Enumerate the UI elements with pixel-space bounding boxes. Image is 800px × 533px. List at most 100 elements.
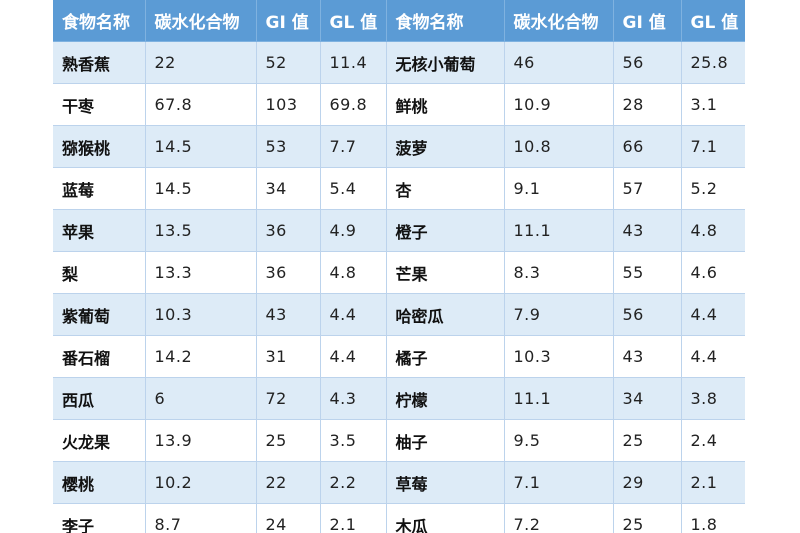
cell-food-name-2: 鲜桃 — [386, 83, 505, 126]
cell-gl-value: 7.7 — [320, 125, 387, 168]
cell-gl-value-2: 7.1 — [681, 125, 745, 168]
cell-food-name-2: 哈密瓜 — [386, 293, 505, 336]
cell-food-name: 苹果 — [53, 209, 146, 252]
cell-gi-value: 34 — [256, 167, 321, 210]
header-food-name: 食物名称 — [53, 0, 146, 42]
cell-gl-value-2: 5.2 — [681, 167, 745, 210]
cell-food-name-2: 草莓 — [386, 461, 505, 504]
header-carbohydrate: 碳水化合物 — [145, 0, 257, 42]
cell-gl-value: 5.4 — [320, 167, 387, 210]
table-row: 熟香蕉 22 52 11.4 无核小葡萄 46 56 25.8 — [53, 41, 745, 84]
header-gi-value-2: GI 值 — [613, 0, 682, 42]
header-food-name-2: 食物名称 — [386, 0, 505, 42]
cell-food-name-2: 柠檬 — [386, 377, 505, 420]
table-row: 猕猴桃 14.5 53 7.7 菠萝 10.8 66 7.1 — [53, 125, 745, 168]
cell-carbohydrate: 10.2 — [145, 461, 257, 504]
cell-gi-value-2: 66 — [613, 125, 682, 168]
cell-food-name-2: 木瓜 — [386, 503, 505, 533]
cell-gi-value: 53 — [256, 125, 321, 168]
header-gi-value: GI 值 — [256, 0, 321, 42]
cell-gl-value: 11.4 — [320, 41, 387, 84]
cell-gl-value-2: 25.8 — [681, 41, 745, 84]
cell-carbohydrate-2: 10.8 — [504, 125, 614, 168]
cell-gi-value: 103 — [256, 83, 321, 126]
cell-food-name: 西瓜 — [53, 377, 146, 420]
cell-carbohydrate-2: 8.3 — [504, 251, 614, 294]
cell-food-name: 紫葡萄 — [53, 293, 146, 336]
cell-gi-value-2: 25 — [613, 419, 682, 462]
cell-food-name: 李子 — [53, 503, 146, 533]
table-body: 熟香蕉 22 52 11.4 无核小葡萄 46 56 25.8 干枣 67.8 103 69.8 鲜桃 1… — [53, 41, 745, 533]
cell-carbohydrate-2: 46 — [504, 41, 614, 84]
cell-food-name-2: 菠萝 — [386, 125, 505, 168]
cell-food-name-2: 芒果 — [386, 251, 505, 294]
cell-carbohydrate-2: 11.1 — [504, 377, 614, 420]
table-row: 西瓜 6 72 4.3 柠檬 11.1 34 3.8 — [53, 377, 745, 420]
table-row: 苹果 13.5 36 4.9 橙子 11.1 43 4.8 — [53, 209, 745, 252]
cell-food-name: 番石榴 — [53, 335, 146, 378]
cell-carbohydrate: 22 — [145, 41, 257, 84]
cell-gi-value-2: 56 — [613, 293, 682, 336]
table-row: 李子 8.7 24 2.1 木瓜 7.2 25 1.8 — [53, 503, 745, 533]
cell-carbohydrate: 13.9 — [145, 419, 257, 462]
cell-food-name-2: 杏 — [386, 167, 505, 210]
cell-gi-value: 52 — [256, 41, 321, 84]
cell-gl-value: 3.5 — [320, 419, 387, 462]
cell-carbohydrate-2: 11.1 — [504, 209, 614, 252]
fruit-gi-table: 食物名称 碳水化合物 GI 值 GL 值 食物名称 碳水化合物 GI 值 GL … — [53, 0, 745, 533]
cell-carbohydrate: 10.3 — [145, 293, 257, 336]
cell-gl-value: 4.8 — [320, 251, 387, 294]
cell-carbohydrate-2: 9.1 — [504, 167, 614, 210]
cell-carbohydrate: 8.7 — [145, 503, 257, 533]
cell-gi-value: 24 — [256, 503, 321, 533]
cell-gl-value-2: 1.8 — [681, 503, 745, 533]
cell-food-name: 干枣 — [53, 83, 146, 126]
cell-gl-value: 4.9 — [320, 209, 387, 252]
cell-gl-value: 2.1 — [320, 503, 387, 533]
cell-gi-value-2: 28 — [613, 83, 682, 126]
cell-gl-value: 4.4 — [320, 335, 387, 378]
cell-gl-value: 2.2 — [320, 461, 387, 504]
cell-food-name: 火龙果 — [53, 419, 146, 462]
cell-gi-value: 36 — [256, 209, 321, 252]
cell-carbohydrate: 14.5 — [145, 125, 257, 168]
table-row: 紫葡萄 10.3 43 4.4 哈密瓜 7.9 56 4.4 — [53, 293, 745, 336]
fruit-gi-table-container: 食物名称 碳水化合物 GI 值 GL 值 食物名称 碳水化合物 GI 值 GL … — [53, 0, 745, 533]
table-row: 蓝莓 14.5 34 5.4 杏 9.1 57 5.2 — [53, 167, 745, 210]
cell-carbohydrate-2: 7.2 — [504, 503, 614, 533]
cell-gi-value: 25 — [256, 419, 321, 462]
cell-food-name: 熟香蕉 — [53, 41, 146, 84]
cell-gi-value-2: 57 — [613, 167, 682, 210]
cell-gi-value-2: 29 — [613, 461, 682, 504]
cell-gl-value-2: 2.4 — [681, 419, 745, 462]
table-row: 干枣 67.8 103 69.8 鲜桃 10.9 28 3.1 — [53, 83, 745, 126]
cell-gi-value-2: 43 — [613, 209, 682, 252]
cell-gl-value: 69.8 — [320, 83, 387, 126]
table-row: 火龙果 13.9 25 3.5 柚子 9.5 25 2.4 — [53, 419, 745, 462]
table-row: 番石榴 14.2 31 4.4 橘子 10.3 43 4.4 — [53, 335, 745, 378]
table-header-row: 食物名称 碳水化合物 GI 值 GL 值 食物名称 碳水化合物 GI 值 GL … — [53, 0, 745, 42]
cell-gi-value-2: 25 — [613, 503, 682, 533]
cell-food-name-2: 柚子 — [386, 419, 505, 462]
header-gl-value: GL 值 — [320, 0, 387, 42]
cell-gl-value-2: 4.6 — [681, 251, 745, 294]
cell-gl-value-2: 4.4 — [681, 293, 745, 336]
cell-food-name: 猕猴桃 — [53, 125, 146, 168]
cell-gi-value: 43 — [256, 293, 321, 336]
cell-carbohydrate: 6 — [145, 377, 257, 420]
cell-gi-value: 72 — [256, 377, 321, 420]
cell-gl-value-2: 3.8 — [681, 377, 745, 420]
cell-gi-value: 22 — [256, 461, 321, 504]
cell-gi-value-2: 55 — [613, 251, 682, 294]
cell-food-name: 蓝莓 — [53, 167, 146, 210]
cell-gl-value-2: 4.8 — [681, 209, 745, 252]
cell-food-name: 樱桃 — [53, 461, 146, 504]
cell-gl-value: 4.4 — [320, 293, 387, 336]
cell-carbohydrate: 13.3 — [145, 251, 257, 294]
cell-gl-value-2: 3.1 — [681, 83, 745, 126]
cell-carbohydrate-2: 10.3 — [504, 335, 614, 378]
table-row: 梨 13.3 36 4.8 芒果 8.3 55 4.6 — [53, 251, 745, 294]
cell-carbohydrate: 13.5 — [145, 209, 257, 252]
header-gl-value-2: GL 值 — [681, 0, 745, 42]
cell-food-name-2: 橘子 — [386, 335, 505, 378]
